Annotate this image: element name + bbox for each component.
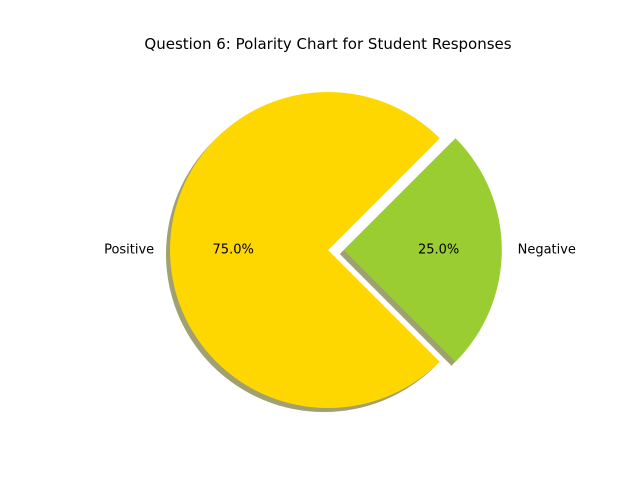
label-layer: Positive 75.0% Negative 25.0% [104,243,576,258]
positive-slice-label: Positive [104,243,154,258]
negative-slice [343,138,502,362]
positive-slice [170,92,440,408]
chart-title: Question 6: Polarity Chart for Student R… [144,35,511,53]
negative-slice-label: Negative [518,243,576,258]
slice-layer [170,92,502,408]
negative-percent-label: 25.0% [418,243,459,258]
positive-percent-label: 75.0% [213,243,254,258]
